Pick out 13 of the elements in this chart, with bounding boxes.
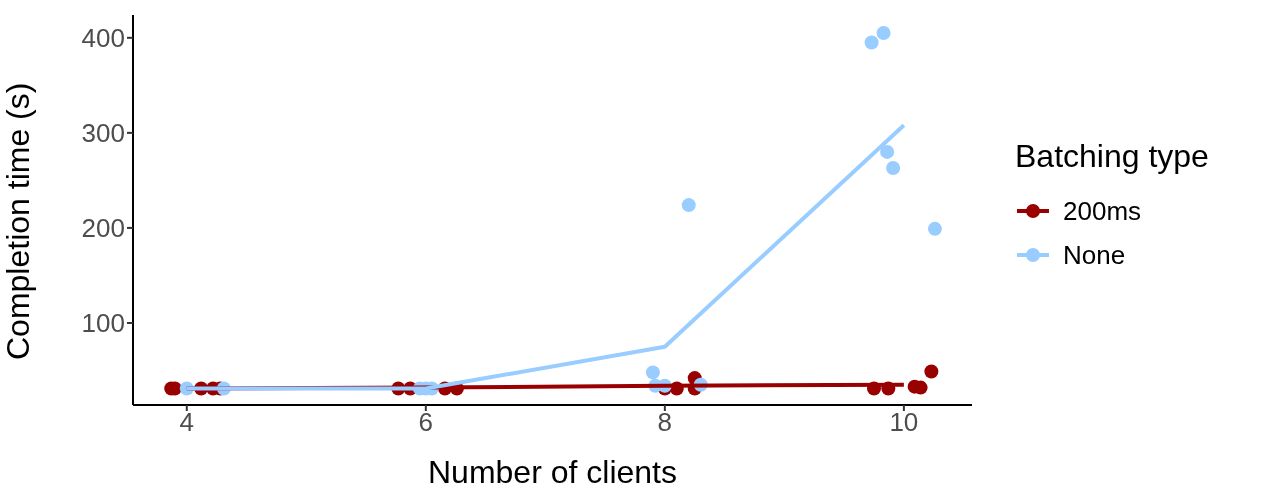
- y-axis-title: Completion time (s): [0, 82, 37, 360]
- x-tick-label: 10: [889, 407, 919, 438]
- y-tick-label: 300: [81, 118, 125, 149]
- x-tick-label: 6: [418, 407, 434, 438]
- legend-label: 200ms: [1063, 195, 1142, 227]
- x-axis-title: Number of clients: [428, 454, 677, 489]
- x-tick-label: 8: [657, 407, 673, 438]
- y-tick-label: 100: [81, 308, 125, 339]
- legend-label: None: [1063, 239, 1126, 271]
- y-tick-label: 400: [81, 23, 125, 54]
- y-tick-label: 200: [81, 213, 125, 244]
- legend-title: Batching type: [1015, 138, 1209, 175]
- x-tick-label: 4: [179, 407, 195, 438]
